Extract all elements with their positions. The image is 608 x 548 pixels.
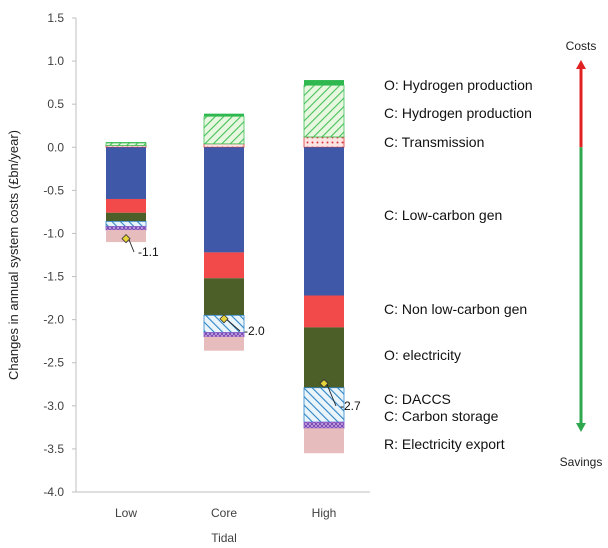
- bar-segment-o-hydrogen-production: [303, 136, 345, 148]
- costs-label: Costs: [566, 39, 597, 53]
- bar-segment-c-daccs: [105, 220, 147, 227]
- savings-arrow-head: [576, 423, 586, 432]
- y-tick-label: -3.0: [43, 399, 64, 413]
- legend-label: C: Non low-carbon gen: [384, 301, 527, 317]
- x-category-label: Low: [115, 506, 137, 520]
- net-change-marker: [319, 378, 329, 388]
- y-tick-label: 0.5: [47, 97, 64, 111]
- legend-label: R: Electricity export: [384, 436, 505, 452]
- bar-segment-c-non-low-carbon-gen: [106, 198, 146, 213]
- y-tick-label: -4.0: [43, 485, 64, 499]
- bar-segment-c-low-carbon-gen: [304, 147, 344, 296]
- legend-label: C: Carbon storage: [384, 408, 499, 424]
- bar-segment-r-electricity-export: [304, 428, 344, 454]
- bar-segment-c-daccs: [303, 387, 345, 423]
- y-tick-label: -0.5: [43, 183, 64, 197]
- y-tick-label: -2.0: [43, 313, 64, 327]
- savings-label: Savings: [560, 455, 603, 469]
- bar-segment-c-transmission: [106, 142, 146, 143]
- legend-label: C: DACCS: [384, 391, 451, 407]
- bar-segment-c-transmission: [204, 113, 244, 117]
- y-tick-label: -3.5: [43, 442, 64, 456]
- bar-segment-c-hydrogen-production: [303, 84, 345, 138]
- bar-segment-c-hydrogen-production: [105, 142, 147, 146]
- x-axis-title: Tidal: [211, 531, 237, 545]
- bar-segment-c-transmission: [304, 80, 344, 86]
- bar-segment-c-non-low-carbon-gen: [304, 295, 344, 328]
- bar-segment-c-carbon-storage: [105, 226, 147, 231]
- legend-label: C: Low-carbon gen: [384, 207, 502, 223]
- bar-segment-o-electricity: [204, 278, 244, 316]
- bar-segment-o-electricity: [106, 212, 146, 222]
- bar-segment-c-low-carbon-gen: [106, 147, 146, 199]
- net-leader-line: [128, 239, 135, 253]
- bar-segment-o-electricity: [304, 327, 344, 388]
- bar-segment-c-low-carbon-gen: [204, 147, 244, 253]
- net-change-label: -2.0: [244, 324, 265, 338]
- bar-segment-o-hydrogen-production: [203, 143, 245, 148]
- bar-segment-c-carbon-storage: [203, 332, 245, 338]
- bar-segment-c-carbon-storage: [303, 421, 345, 429]
- legend-label: C: Hydrogen production: [384, 105, 532, 121]
- y-tick-label: -2.5: [43, 356, 64, 370]
- y-tick-label: 1.0: [47, 54, 64, 68]
- net-change-marker: [219, 314, 229, 324]
- net-leader-line: [326, 384, 337, 407]
- legend-label: C: Transmission: [384, 134, 484, 150]
- y-tick-label: 1.5: [47, 11, 64, 25]
- bar-segment-c-non-low-carbon-gen: [204, 252, 244, 279]
- bar-segment-c-hydrogen-production: [203, 115, 245, 145]
- costs-arrow-head: [576, 60, 586, 69]
- net-change-label: -2.7: [340, 399, 361, 413]
- y-tick-label: -1.5: [43, 270, 64, 284]
- net-leader-line: [226, 319, 241, 332]
- y-tick-label: 0.0: [47, 140, 64, 154]
- legend-label: O: electricity: [384, 347, 461, 363]
- x-category-label: Core: [211, 506, 237, 520]
- bar-segment-r-electricity-export: [204, 336, 244, 351]
- y-tick-label: -1.0: [43, 226, 64, 240]
- net-change-marker: [121, 234, 131, 244]
- legend-label: O: Hydrogen production: [384, 77, 533, 93]
- net-change-label: -1.1: [138, 245, 159, 259]
- y-axis-title: Changes in annual system costs (£bn/year…: [6, 130, 21, 380]
- x-category-label: High: [312, 506, 337, 520]
